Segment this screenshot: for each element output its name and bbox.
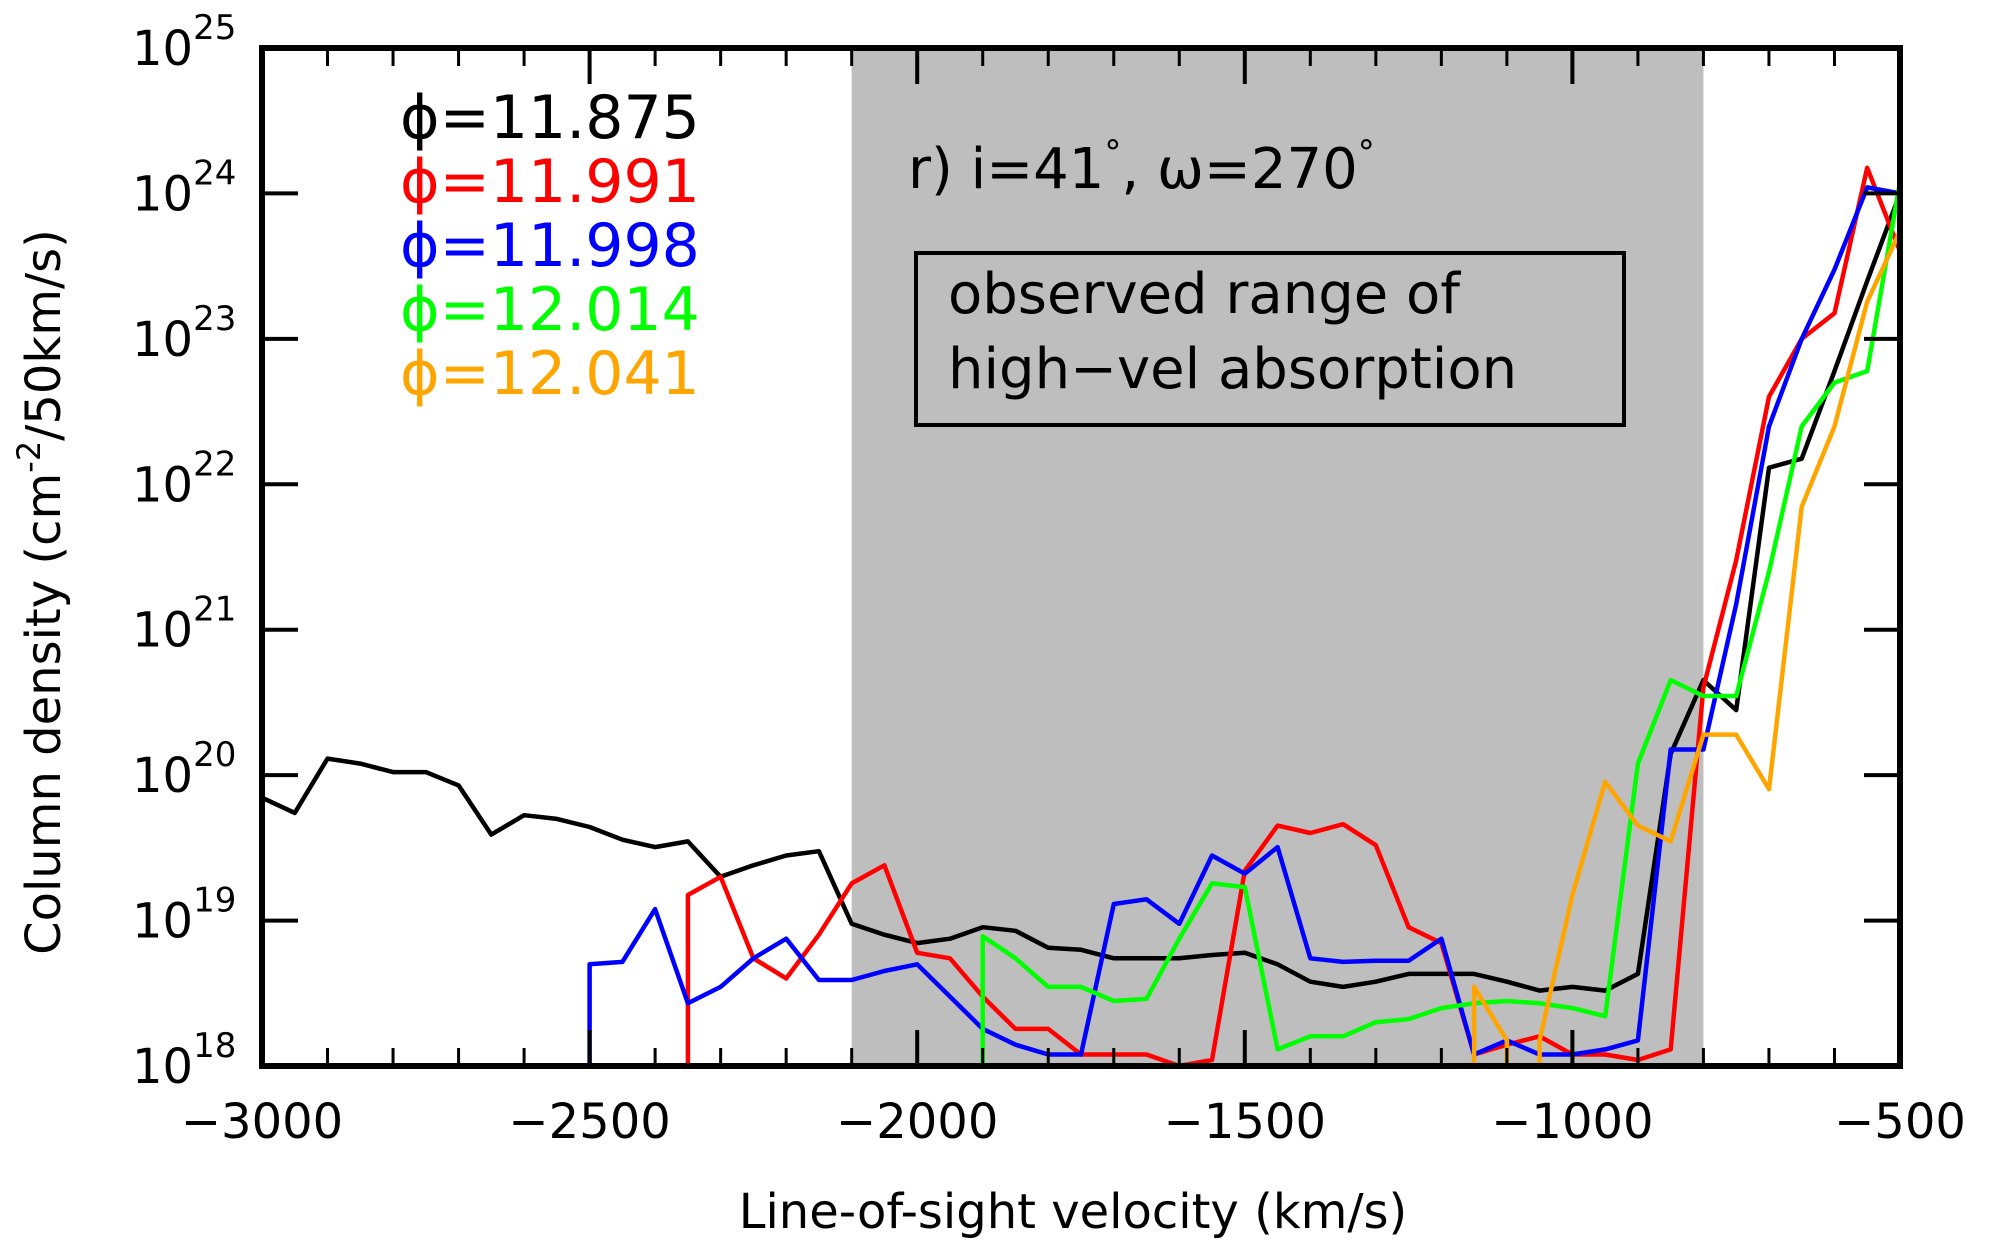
x-tick-label: −3000 (181, 1094, 343, 1150)
y-tick-exponent: 20 (193, 735, 236, 775)
series-line-1 (261, 192, 1903, 993)
series-line-2 (685, 165, 1903, 1069)
y-tick-base: 10 (132, 1039, 193, 1095)
observed-range-line-2: high−vel absorption (948, 337, 1517, 402)
y-tick-label: 1018 (132, 1026, 236, 1095)
y-tick-base: 10 (132, 894, 193, 950)
y-tick-label: 1019 (132, 881, 236, 950)
legend-entry-5: ϕ=12.041 (400, 339, 700, 409)
x-tick-label: −1500 (1164, 1094, 1326, 1150)
panel-label-degree-2: ° (1358, 133, 1375, 173)
observed-range-line-1: observed range of (948, 262, 1461, 327)
x-tick-labels: −3000 −2500 −2000 −1500 −1000 −500 (181, 1094, 1966, 1150)
y-tick-base: 10 (132, 166, 193, 222)
y-tick-label: 1022 (132, 444, 236, 513)
y-tick-label: 1021 (132, 590, 236, 659)
observed-range-box (914, 251, 1626, 427)
y-tick-label: 1023 (132, 299, 236, 368)
x-tick-label: −2500 (508, 1094, 670, 1150)
y-axis-title-exponent: -2 (10, 441, 48, 473)
y-tick-exponent: 25 (193, 8, 236, 48)
plot-frame (259, 45, 1903, 1069)
y-tick-base: 10 (132, 603, 193, 659)
observed-range-shading (851, 48, 1704, 1066)
panel-label-inclination: r) i=41 (908, 137, 1104, 202)
panel-label-omega: , ω=270 (1121, 137, 1357, 202)
x-tick-label: −2000 (836, 1094, 998, 1150)
y-tick-exponent: 24 (193, 153, 236, 193)
x-axis-title: Line-of-sight velocity (km/s) (739, 1184, 1408, 1240)
panel-label: r) i=41°, ω=270° (908, 133, 1375, 202)
legend-entry-3: ϕ=11.998 (400, 211, 700, 281)
series-line-3 (587, 185, 1901, 1066)
legend-entry-4: ϕ=12.014 (400, 275, 700, 345)
y-tick-exponent: 22 (193, 444, 236, 484)
panel-label-degree-1: ° (1104, 133, 1121, 173)
y-tick-label: 1024 (132, 153, 236, 222)
y-axis-title-tail: /50km/s) (16, 229, 72, 441)
y-tick-base: 10 (132, 457, 193, 513)
y-tick-label: 1025 (132, 8, 236, 77)
legend-entry-2: ϕ=11.991 (400, 147, 700, 217)
legend-entry-1: ϕ=11.875 (400, 83, 700, 153)
y-tick-exponent: 19 (193, 881, 236, 921)
x-tick-label: −1000 (1491, 1094, 1653, 1150)
y-tick-base: 10 (132, 748, 193, 804)
y-tick-exponent: 18 (193, 1026, 236, 1066)
y-axis-title-main: Column density (cm (16, 473, 72, 955)
y-axis-title: Column density (cm-2/50km/s) (10, 229, 72, 955)
y-tick-exponent: 23 (193, 299, 236, 339)
y-tick-label: 1020 (132, 735, 236, 804)
axis-ticks (260, 46, 1902, 1068)
series-line-4 (980, 181, 1903, 1066)
y-tick-base: 10 (132, 312, 193, 368)
y-tick-exponent: 21 (193, 590, 236, 630)
y-tick-base: 10 (132, 21, 193, 77)
x-tick-label: −500 (1834, 1094, 1966, 1150)
